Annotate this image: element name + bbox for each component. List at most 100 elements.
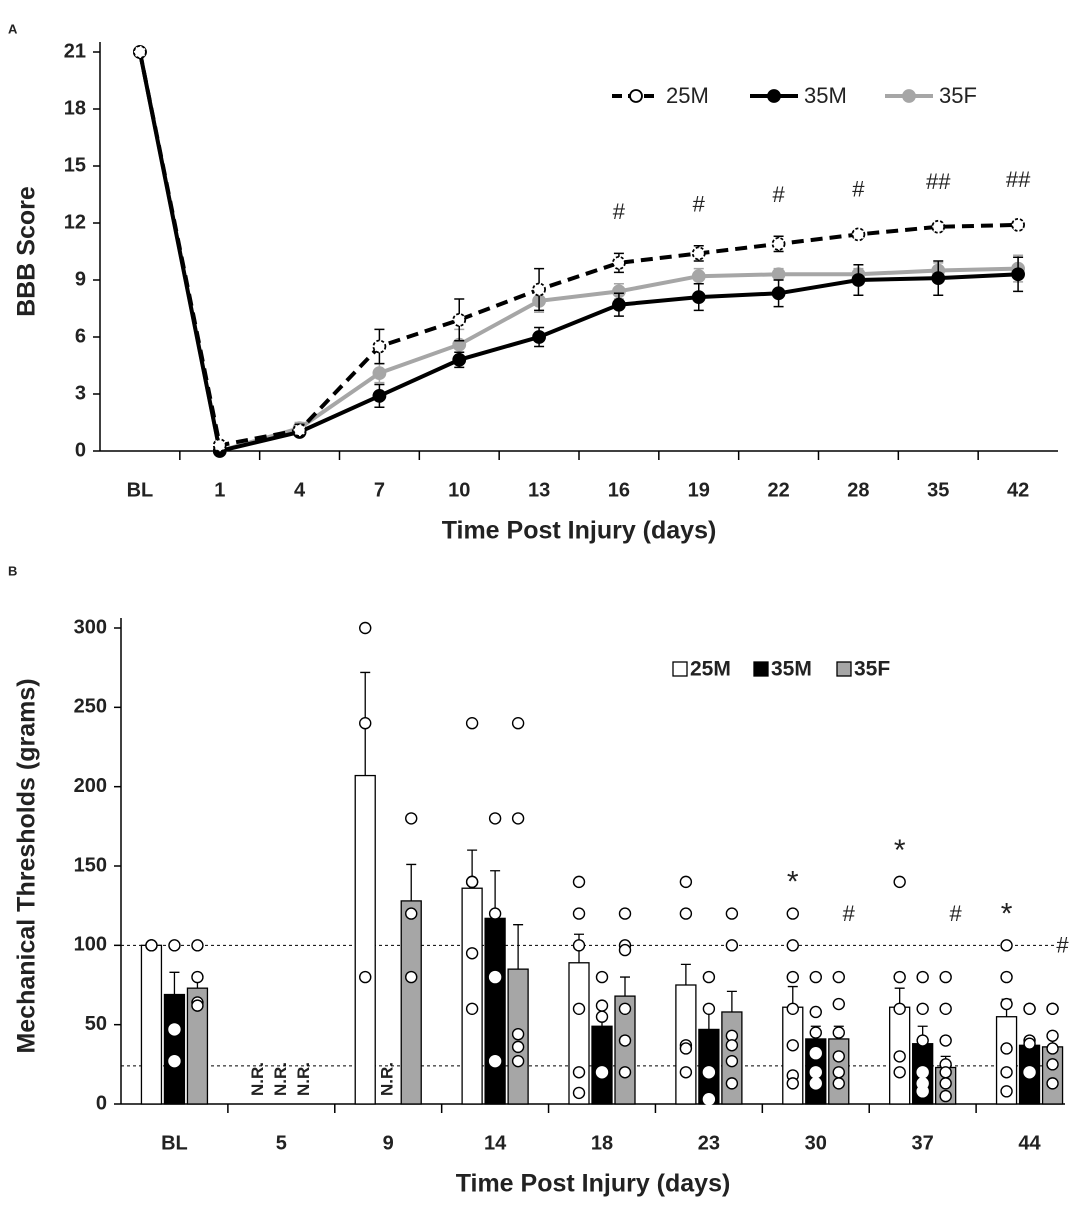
x-tick-label: BL <box>127 479 154 501</box>
x-tick-label: 23 <box>698 1132 720 1154</box>
data-point <box>465 947 479 960</box>
annotation: # <box>772 182 785 207</box>
data-point <box>511 1040 525 1054</box>
data-point <box>359 717 372 730</box>
y-tick-label: 100 <box>74 934 107 956</box>
annotation: * <box>1001 897 1013 930</box>
data-point <box>786 970 799 984</box>
data-point <box>809 970 822 984</box>
data-point <box>595 970 609 984</box>
y-tick-label: 9 <box>75 268 86 290</box>
x-tick-label: 28 <box>847 479 869 501</box>
marker <box>771 236 786 251</box>
bar <box>163 993 186 1105</box>
data-point <box>893 875 906 889</box>
x-tick-label: 22 <box>767 479 789 501</box>
legend-label: 35M <box>771 658 812 681</box>
legend-swatch <box>753 661 769 677</box>
bar <box>614 995 636 1105</box>
annotation: # <box>843 901 856 926</box>
bar <box>484 917 506 1105</box>
x-tick-label: 35 <box>927 479 949 501</box>
data-point <box>191 939 204 952</box>
annotation: # <box>950 901 963 926</box>
y-tick-label: 0 <box>96 1092 107 1114</box>
x-tick-label: BL <box>161 1132 188 1154</box>
y-tick-label: 6 <box>75 325 86 347</box>
marker <box>532 282 546 297</box>
legend-label: 35F <box>854 658 890 681</box>
y-tick-label: 150 <box>74 854 107 876</box>
legend-marker <box>629 89 643 103</box>
x-tick-label: 44 <box>1018 1132 1041 1154</box>
marker <box>931 271 946 286</box>
data-point <box>939 1034 952 1047</box>
data-point <box>1046 1058 1059 1071</box>
x-tick-label: 10 <box>448 479 470 501</box>
marker <box>612 255 626 270</box>
y-tick-label: 18 <box>64 97 86 119</box>
data-point <box>725 1039 739 1052</box>
data-point <box>572 875 586 889</box>
data-point <box>572 907 586 920</box>
annotation: # <box>1056 933 1069 958</box>
data-point <box>786 1039 799 1052</box>
x-axis-label: Time Post Injury (days) <box>456 1170 731 1198</box>
data-point <box>725 1054 739 1068</box>
error-bar <box>169 971 180 995</box>
marker <box>292 423 307 438</box>
marker <box>612 297 626 312</box>
y-tick-label: 50 <box>85 1013 107 1035</box>
data-point <box>465 1002 479 1015</box>
data-point <box>939 1002 952 1015</box>
data-point <box>405 907 418 920</box>
data-point <box>618 943 632 957</box>
data-point <box>916 1066 929 1079</box>
data-point <box>679 1066 693 1079</box>
data-point <box>832 1066 845 1079</box>
error-bar <box>620 976 630 997</box>
data-point <box>618 1002 632 1015</box>
data-point <box>595 999 609 1012</box>
x-axis-label: Time Post Injury (days) <box>442 517 717 545</box>
marker <box>1011 267 1025 282</box>
data-point <box>939 1066 952 1079</box>
data-point <box>168 1023 181 1036</box>
data-point <box>572 1086 586 1100</box>
data-point <box>359 621 372 635</box>
x-tick-label: 19 <box>688 479 710 501</box>
x-tick-label: 37 <box>912 1132 934 1154</box>
data-point <box>725 1077 739 1090</box>
data-point <box>893 1050 906 1063</box>
legend-label: 35F <box>939 83 977 108</box>
data-point <box>168 1054 181 1068</box>
data-point <box>1023 1066 1036 1079</box>
data-point <box>511 717 525 730</box>
data-point <box>511 1054 525 1068</box>
y-tick-label: 21 <box>64 40 86 62</box>
data-point <box>488 970 502 984</box>
data-point <box>465 717 479 730</box>
marker <box>691 290 706 305</box>
data-point <box>702 1002 716 1015</box>
data-point <box>618 907 632 920</box>
annotation: # <box>693 192 706 217</box>
data-point <box>1023 1037 1036 1050</box>
data-point <box>893 1002 906 1015</box>
data-point <box>809 1077 822 1090</box>
data-point <box>1000 970 1013 984</box>
panel-label: B <box>8 563 17 578</box>
data-point <box>1000 997 1013 1011</box>
marker <box>452 352 467 367</box>
data-point <box>572 1002 586 1015</box>
marker <box>771 267 786 282</box>
data-point <box>939 1089 952 1103</box>
marker <box>851 227 866 242</box>
data-point <box>1000 1085 1013 1098</box>
panel-label: A <box>8 21 18 36</box>
x-tick-label: 16 <box>608 479 630 501</box>
x-tick-label: 5 <box>276 1132 287 1154</box>
y-tick-label: 3 <box>75 382 86 404</box>
data-point <box>786 939 799 952</box>
data-point <box>679 907 693 920</box>
